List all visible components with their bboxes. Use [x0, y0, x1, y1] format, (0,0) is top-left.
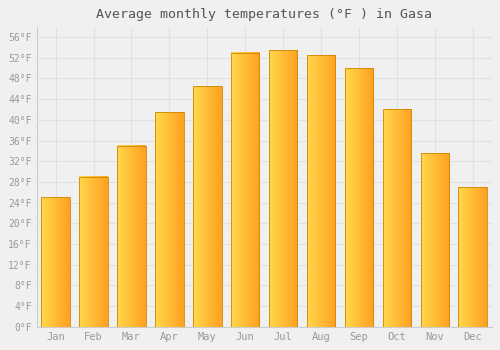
Bar: [193, 86, 222, 327]
Bar: [80, 177, 108, 327]
Bar: [344, 68, 373, 327]
Title: Average monthly temperatures (°F ) in Gasa: Average monthly temperatures (°F ) in Ga…: [96, 8, 432, 21]
Bar: [307, 55, 336, 327]
Bar: [269, 50, 298, 327]
Bar: [155, 112, 184, 327]
Bar: [42, 197, 70, 327]
Bar: [458, 187, 487, 327]
Bar: [231, 52, 260, 327]
Bar: [118, 146, 146, 327]
Bar: [420, 153, 449, 327]
Bar: [382, 110, 411, 327]
